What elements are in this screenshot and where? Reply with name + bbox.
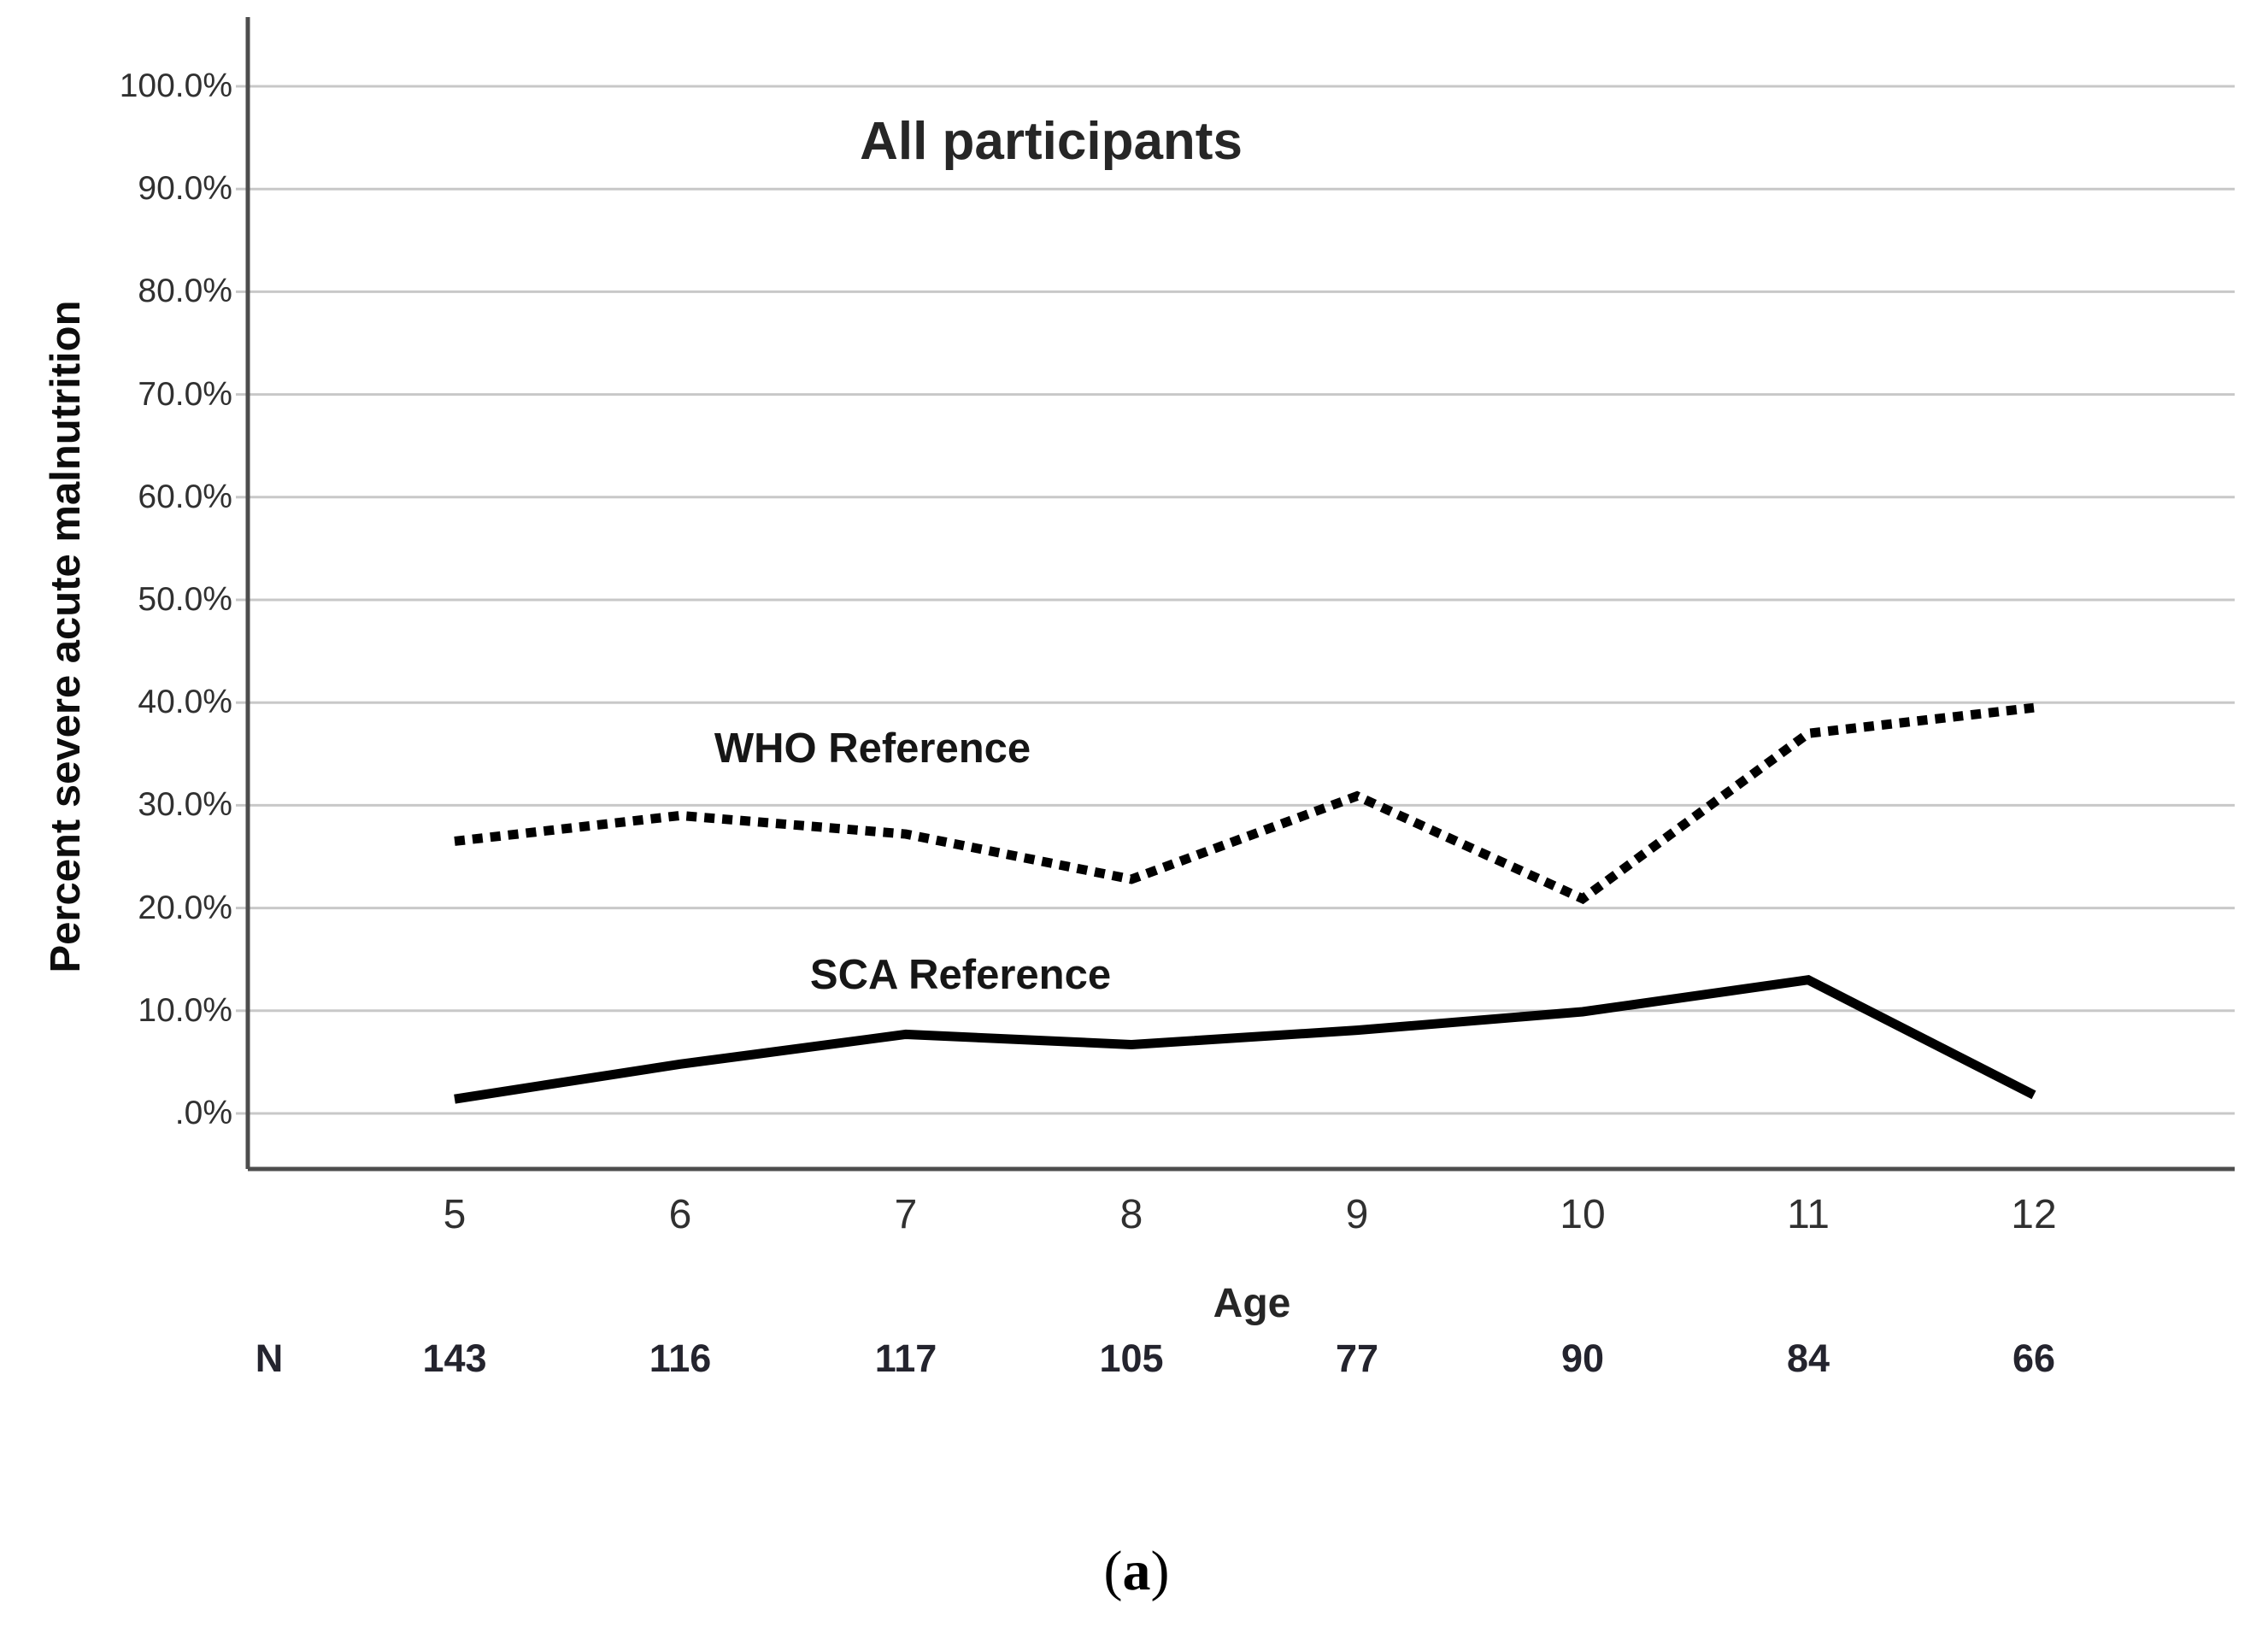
caption-close-paren: ) <box>1150 1540 1170 1602</box>
x-axis-label: Age <box>1213 1281 1291 1326</box>
n-value: 143 <box>422 1336 487 1380</box>
x-tick-label: 12 <box>2011 1192 2057 1237</box>
n-value: 90 <box>1560 1336 1605 1380</box>
x-tick-label: 11 <box>1787 1192 1830 1237</box>
n-value: 66 <box>2012 1336 2056 1380</box>
series-label-who-reference: WHO Reference <box>714 725 1031 772</box>
x-tick-label: 6 <box>668 1192 692 1237</box>
y-tick-label: 20.0% <box>138 889 232 926</box>
y-tick-label: 10.0% <box>138 991 232 1029</box>
n-row-label: N <box>255 1336 284 1380</box>
y-tick-label: 100.0% <box>119 68 232 104</box>
x-tick-label: 5 <box>443 1192 467 1237</box>
n-value: 84 <box>1786 1336 1830 1380</box>
chart-title: All participants <box>860 112 1243 171</box>
series-line-who-reference <box>454 702 2035 905</box>
caption-open-paren: ( <box>1103 1540 1123 1602</box>
y-tick-label: .0% <box>174 1095 232 1131</box>
subfigure-caption: (a) <box>1104 1543 1170 1600</box>
y-tick-label: 80.0% <box>138 273 232 310</box>
y-tick-label: 60.0% <box>138 478 232 515</box>
x-tick-label: 10 <box>1560 1192 1606 1237</box>
y-tick-label: 90.0% <box>138 170 232 208</box>
n-value: 117 <box>874 1336 937 1380</box>
n-value: 105 <box>1099 1336 1164 1380</box>
series-label-sca-reference: SCA Reference <box>809 952 1112 998</box>
y-tick-label: 70.0% <box>138 375 232 413</box>
series-line-sca-reference <box>454 975 2036 1104</box>
x-tick-label: 7 <box>894 1192 918 1237</box>
n-value: 77 <box>1335 1336 1379 1380</box>
y-tick-label: 30.0% <box>138 786 232 824</box>
n-value: 116 <box>649 1336 712 1380</box>
y-tick-label: 40.0% <box>138 684 232 721</box>
caption-letter: a <box>1122 1540 1151 1602</box>
x-tick-label: 9 <box>1345 1192 1369 1237</box>
y-tick-label: 50.0% <box>138 581 232 618</box>
x-tick-label: 8 <box>1119 1192 1143 1237</box>
